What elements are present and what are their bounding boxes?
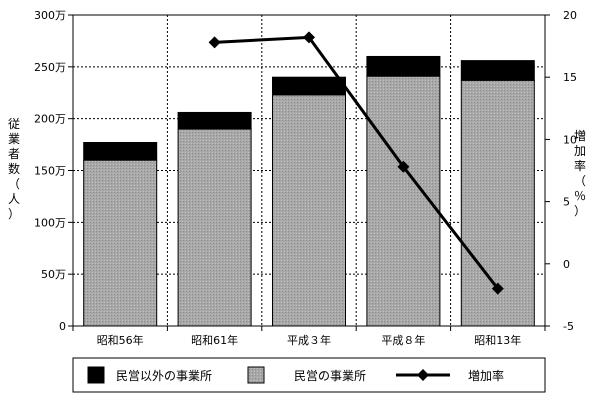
x-tick-label: 平成８年 [381, 333, 425, 347]
line-point [208, 36, 221, 49]
legend-marker-growth [417, 369, 429, 381]
line-growth-rate [214, 35, 499, 290]
legend-swatch-non-private [87, 366, 105, 384]
y2-tick-label: 20 [563, 9, 577, 22]
line-point [491, 282, 504, 295]
bar-non-private [177, 111, 252, 130]
x-tick-label: 昭和61年 [191, 333, 238, 347]
y2-tick-label: 0 [563, 258, 570, 271]
line-point [397, 160, 410, 173]
bar-non-private [272, 76, 346, 96]
y2-tick-label: 15 [563, 71, 577, 84]
bar-non-private [83, 142, 158, 161]
y2-tick-label: -5 [563, 320, 574, 333]
y-tick-label: 150万 [34, 165, 66, 178]
x-tick-label: 昭和13年 [474, 333, 521, 347]
bar-non-private [460, 60, 535, 81]
y2-tick-label: 5 [563, 196, 570, 209]
bar-private [366, 75, 441, 327]
bar-private [177, 128, 252, 327]
legend-box [72, 357, 546, 393]
y-tick-label: 100万 [34, 216, 66, 229]
legend-swatch-private [247, 366, 265, 384]
bar-private [272, 94, 346, 327]
y-axis-title: 従業者数（人） [8, 117, 20, 221]
legend-label-non-private: 民営以外の事業所 [116, 369, 212, 383]
line-point [303, 31, 315, 44]
x-tick-label: 昭和56年 [97, 333, 144, 347]
bar-non-private [366, 55, 441, 77]
y-tick-label: 50万 [41, 268, 66, 281]
y-tick-label: 300万 [34, 9, 66, 22]
y-tick-label: 0 [59, 320, 66, 333]
legend-label-private: 民営の事業所 [294, 369, 366, 383]
bar-private [83, 159, 158, 327]
y2-tick-label: 10 [563, 133, 577, 146]
legend-label-growth: 増加率 [468, 368, 504, 383]
y-tick-label: 250万 [34, 61, 66, 74]
y2-axis-title: 増加率（％） [574, 129, 586, 218]
x-tick-label: 平成３年 [287, 333, 331, 347]
y-tick-label: 200万 [34, 113, 66, 126]
